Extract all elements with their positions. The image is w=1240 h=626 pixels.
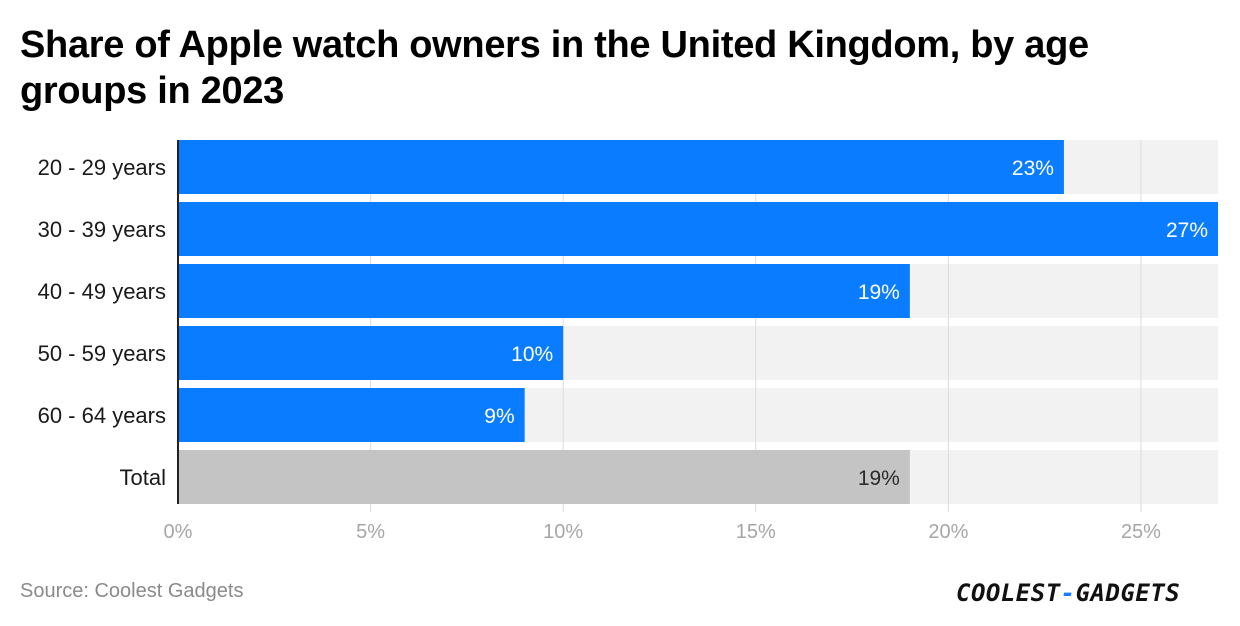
data-label: 10%	[511, 343, 553, 366]
category-label: Total	[120, 465, 166, 490]
logo-dash: -	[1060, 579, 1076, 607]
data-label: 9%	[484, 405, 514, 428]
bar-total	[178, 450, 910, 504]
bar	[178, 202, 1218, 256]
x-tick-labels: 0% 5% 10% 15% 20% 25%	[164, 521, 1162, 543]
source-note: Source: Coolest Gadgets	[20, 580, 244, 602]
logo-left: COOLEST	[956, 579, 1061, 607]
data-labels: 23% 27% 19% 10% 9% 19%	[484, 157, 1208, 490]
brand-logo: COOLEST-GADGETS	[956, 576, 1218, 610]
bar	[178, 264, 910, 318]
data-label: 19%	[858, 467, 900, 490]
data-label: 23%	[1012, 157, 1054, 180]
logo-right: GADGETS	[1075, 579, 1181, 607]
x-tick-label: 25%	[1121, 521, 1161, 543]
bar-tracks	[178, 140, 1218, 504]
bars	[178, 140, 1218, 504]
x-tick-label: 5%	[356, 521, 385, 543]
category-label: 40 - 49 years	[38, 279, 166, 304]
x-tick-label: 10%	[543, 521, 583, 543]
x-tick-label: 20%	[928, 521, 968, 543]
bar	[178, 388, 525, 442]
bar	[178, 326, 564, 380]
chart-title: Share of Apple watch owners in the Unite…	[20, 24, 1089, 112]
x-tick-label: 15%	[736, 521, 776, 543]
x-tick-label: 0%	[164, 521, 193, 543]
category-label: 30 - 39 years	[38, 217, 166, 242]
data-label: 27%	[1166, 219, 1208, 242]
category-label: 20 - 29 years	[38, 155, 166, 180]
category-label: 60 - 64 years	[38, 403, 166, 428]
bar	[178, 140, 1064, 194]
category-label: 50 - 59 years	[38, 341, 166, 366]
bar-chart: 20 - 29 years 30 - 39 years 40 - 49 years 5…	[38, 140, 1218, 543]
category-labels: 20 - 29 years 30 - 39 years 40 - 49 years 5…	[38, 155, 166, 490]
data-label: 19%	[858, 281, 900, 304]
